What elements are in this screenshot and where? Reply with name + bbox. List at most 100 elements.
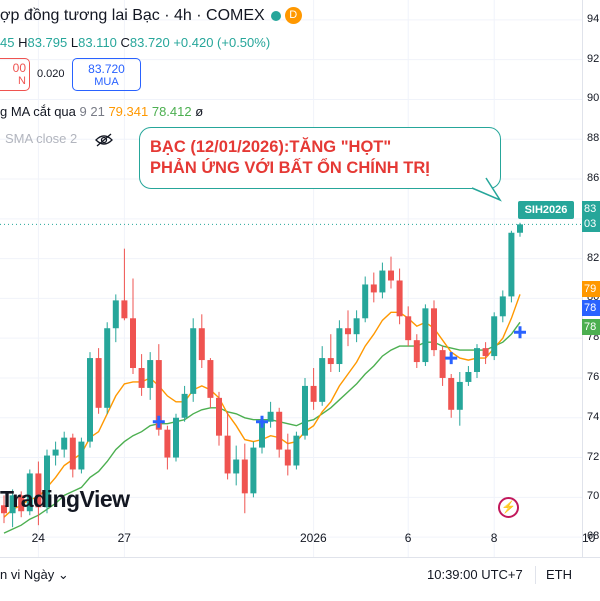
ma-cross-marker — [514, 326, 526, 339]
buy-button[interactable]: 83.720 MUA — [72, 58, 141, 91]
ma-cross-marker — [256, 415, 268, 428]
candle-body — [26, 473, 33, 512]
candle-body — [9, 495, 16, 514]
candle-body — [362, 284, 369, 319]
close-label: C — [120, 35, 130, 50]
candle-body — [405, 316, 412, 341]
candle-body — [259, 421, 265, 448]
ma-fast-price-tag: 79 — [582, 281, 600, 297]
time-tick-label: 6 — [404, 531, 412, 545]
time-tick-label: 2026 — [300, 531, 327, 545]
lightning-icon[interactable]: ⚡ — [498, 497, 519, 518]
price-tick-label: 82 — [587, 251, 600, 264]
candle-body — [18, 495, 25, 512]
hidden-eye-icon[interactable] — [94, 133, 113, 147]
ma-fast-value: 79.341 — [108, 104, 149, 119]
candle-body — [61, 437, 68, 450]
candle-body — [370, 284, 377, 293]
market-open-status-icon — [270, 10, 281, 21]
candle-body — [499, 296, 506, 317]
ma-slow-value: 78.412 — [151, 104, 192, 119]
ma-cross-symbol: ø — [195, 104, 204, 119]
candle-body — [474, 348, 480, 372]
candle-body — [284, 449, 291, 466]
ma-cross-label: g MA cắt qua — [0, 104, 76, 119]
candle-body — [250, 447, 257, 494]
annotation-line-2: PHẢN ỨNG VỚI BẤT ỔN CHÍNH TRỊ — [150, 159, 430, 177]
sma-label: SMA close 2 — [5, 131, 78, 146]
price-tick-label: 70 — [587, 490, 600, 503]
price-tick-label: 92 — [587, 52, 600, 65]
price-tick-label: 90 — [587, 92, 600, 105]
candle-body — [517, 224, 523, 233]
price-axis[interactable] — [582, 0, 600, 557]
candle-body — [69, 437, 76, 470]
candle-body — [78, 441, 85, 470]
symbol-title-text: ợp đồng tương lai Bạc · 4h · COMEX — [0, 7, 265, 24]
timezone-selector[interactable]: n vi Ngày ⌄ — [0, 567, 69, 583]
annotation-callout[interactable] — [139, 127, 501, 189]
candle-body — [353, 318, 360, 335]
time-tick-label: 8 — [490, 531, 498, 545]
candle-body — [422, 308, 429, 363]
chart-header: ợp đồng tương lai Bạc · 4h · COMEX D 45 H… — [0, 0, 582, 147]
candle-body — [1, 505, 7, 514]
candle-body — [52, 449, 59, 456]
candle-body — [207, 360, 214, 398]
time-tick-label: 27 — [117, 531, 131, 545]
candle-body — [379, 270, 386, 293]
candle-body — [302, 385, 308, 436]
sell-label: N — [18, 75, 26, 87]
candle-body — [44, 455, 50, 508]
price-tick-label: 74 — [587, 410, 600, 423]
low-label: L — [70, 35, 79, 50]
candle-body — [104, 328, 111, 408]
buy-label: MUA — [94, 76, 119, 88]
change-value: +0.420 (+0.50%) — [173, 35, 271, 50]
candle-body — [181, 393, 188, 418]
candle-body — [456, 381, 463, 410]
candle-body — [310, 385, 317, 402]
ma-cross-params: 9 21 — [79, 104, 105, 119]
ma-slow-price-tag: 78 — [582, 319, 600, 335]
callout-pointer — [471, 177, 502, 202]
candle-body — [396, 280, 403, 317]
candle-body — [465, 371, 472, 382]
candle-body — [482, 348, 489, 357]
candle-body — [224, 435, 231, 474]
ma-fast-line — [3, 294, 521, 518]
candle-body — [448, 377, 455, 410]
currency-selector[interactable]: ETH — [546, 567, 572, 582]
footer-bar — [0, 557, 600, 601]
annotation-line-1: BẠC (12/01/2026):TĂNG "HỌT" — [150, 138, 392, 156]
candle-body — [190, 328, 197, 394]
ma-cross-legend[interactable]: g MA cắt qua 9 21 79.341 78.412 ø — [0, 104, 203, 119]
ma-cross-marker — [152, 415, 165, 428]
candle-body — [112, 300, 119, 329]
candle-body — [121, 300, 128, 319]
sell-price: 00 — [12, 61, 26, 75]
candle-body — [336, 328, 343, 365]
exchange-badge-icon[interactable]: D — [284, 7, 302, 25]
candle-body — [431, 308, 437, 351]
buy-price: 83.720 — [88, 62, 125, 76]
candle-body — [233, 459, 240, 474]
clock[interactable]: 10:39:00 UTC+7 — [427, 567, 523, 582]
last-price-tag: 83 — [582, 201, 600, 217]
symbol-title[interactable]: ợp đồng tương lai Bạc · 4h · COMEX D — [0, 7, 302, 25]
sma-legend[interactable]: SMA close 2 — [5, 131, 113, 147]
close-value: 83.720 — [129, 35, 170, 50]
candle-body — [293, 435, 300, 466]
ohlc-readout: 45 H83.795 L83.110 C83.720 +0.420 (+0.50… — [0, 35, 270, 50]
candle-body — [327, 358, 334, 365]
candle-body — [173, 417, 179, 458]
price-tick-label: 86 — [587, 172, 600, 185]
high-value: 83.795 — [27, 35, 68, 50]
ticker-label: SIH2026 — [518, 201, 574, 219]
candle-body — [87, 358, 93, 442]
sell-button[interactable]: 00 N — [0, 58, 30, 91]
candle-body — [216, 397, 222, 436]
candle-body — [138, 368, 145, 388]
candle-body — [439, 350, 446, 378]
candle-body — [388, 270, 394, 281]
